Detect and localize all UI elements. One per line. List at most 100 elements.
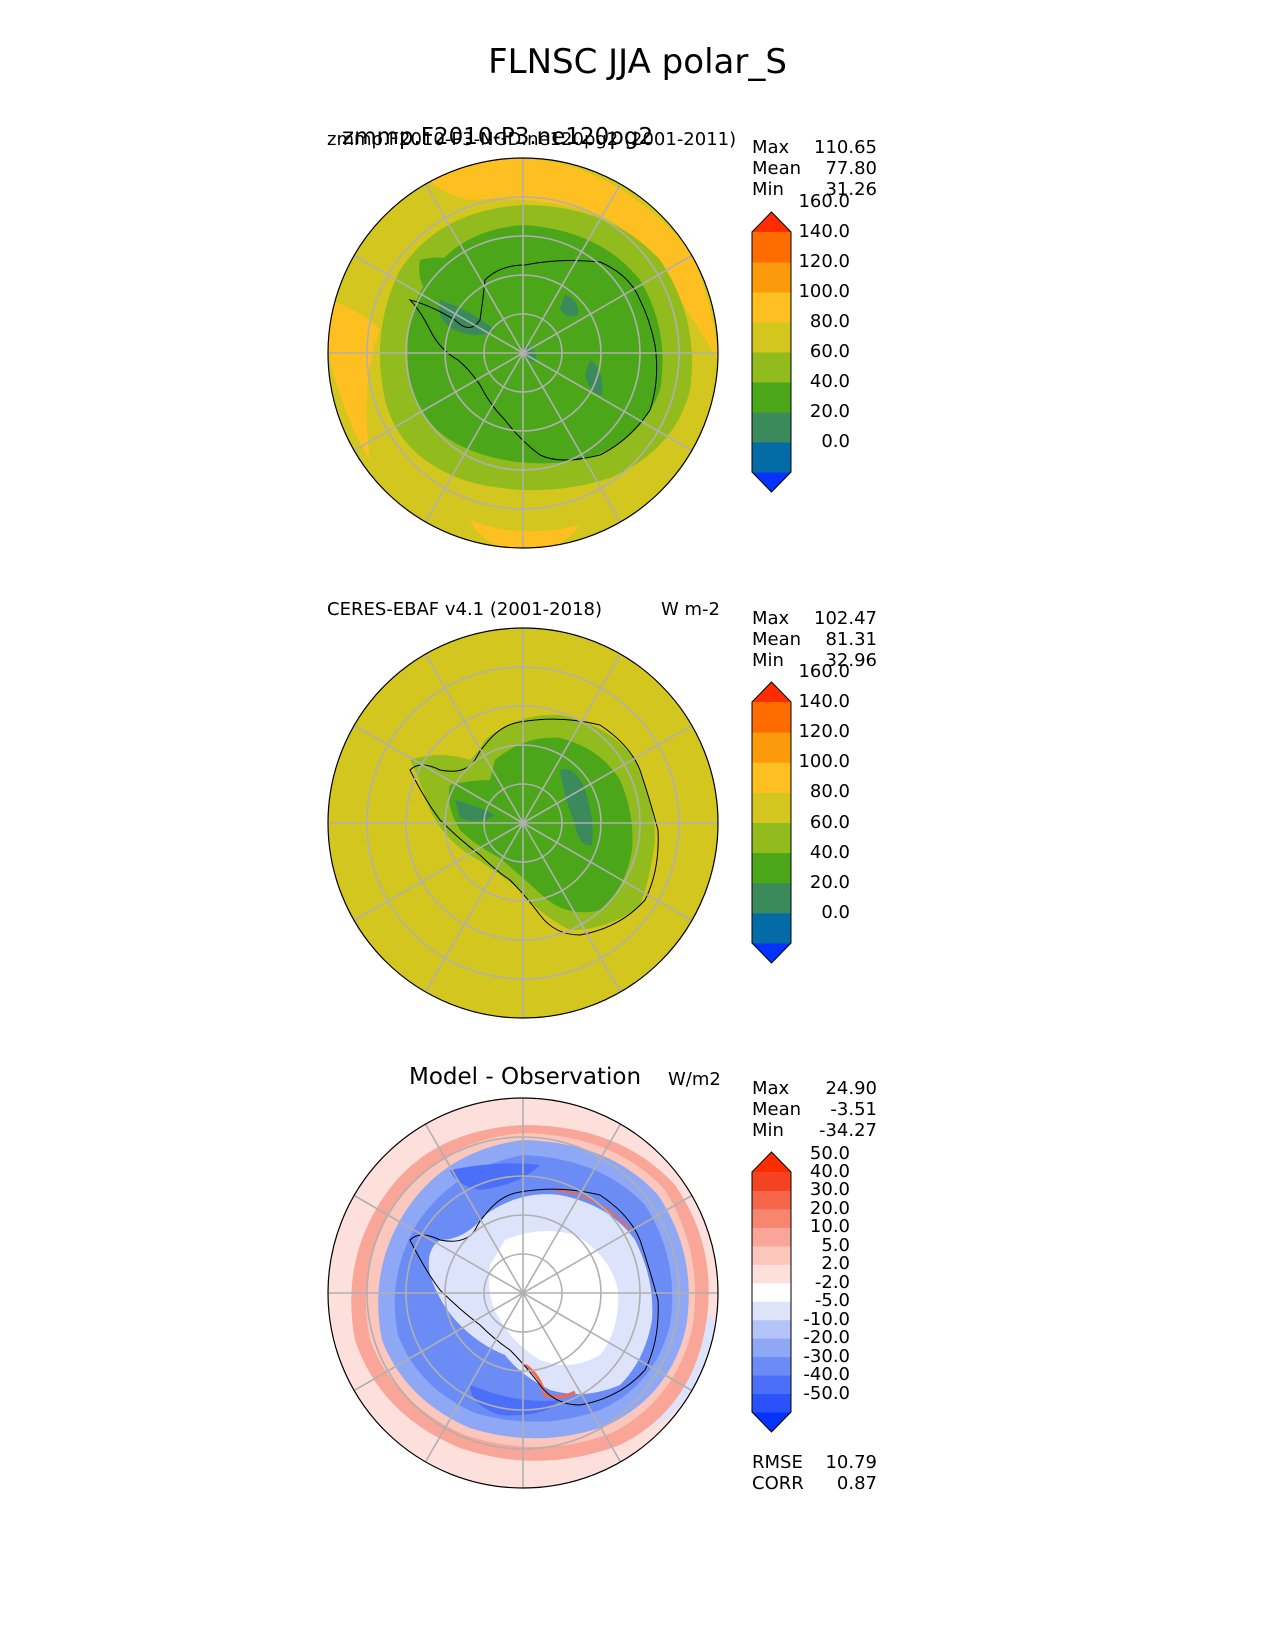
panel2-meridian-330 xyxy=(522,724,693,824)
panel1-colorbar-extend-high xyxy=(752,212,791,232)
panel2-colorbar-band-7 xyxy=(752,732,791,763)
panel3-colorbar-band-13 xyxy=(752,1172,791,1191)
panel2-left-label: CERES-EBAF v4.1 (2001-2018) xyxy=(327,599,603,620)
panel1-meridian-60 xyxy=(522,352,622,523)
panel3-colorbar-tick-label: 20.0 xyxy=(809,1197,850,1219)
panel1-colorbar-tick-label: 160.0 xyxy=(798,191,850,212)
panel3-colorbar-band-11 xyxy=(752,1208,791,1228)
panel2-colorbar-extend-low xyxy=(752,943,791,963)
panel3-colorbar-band-1 xyxy=(752,1393,791,1413)
panel1-colorbar-band-3 xyxy=(752,382,791,413)
panel1-meridian-150 xyxy=(353,352,524,452)
panel1-colorbar-band-4 xyxy=(752,352,791,383)
panel3-meridian-120 xyxy=(424,1292,524,1463)
panel1-map-outline xyxy=(327,157,719,549)
panel3-meridian-240 xyxy=(424,1123,524,1294)
panel2-unit: W m-2 xyxy=(661,599,721,620)
panel2-colorbar-outline xyxy=(751,681,792,964)
panel2-colorbar-tick-label: 100.0 xyxy=(798,751,850,773)
panel2-colorbar-band-2 xyxy=(752,882,791,914)
panel2-colorbar-band-8 xyxy=(752,702,791,733)
panel2-colorbar-band-3 xyxy=(752,852,791,884)
panel3-colorbar-band-5 xyxy=(752,1319,791,1339)
panel2-colorbar-tick-label: 0.0 xyxy=(821,901,850,923)
panel1-colorbar-extend-low xyxy=(752,472,791,492)
panel3-map-outline xyxy=(327,1097,719,1489)
panel1-meridian-30 xyxy=(522,352,693,452)
panel3-colorbar-tick-label: 50.0 xyxy=(809,1142,850,1164)
panel3-colorbar-tick-label: -10.0 xyxy=(803,1308,850,1330)
panel2-meridian-30 xyxy=(522,822,693,922)
panel3-meridian-210 xyxy=(353,1194,524,1294)
panel3-colorbar-tick-label: 5.0 xyxy=(821,1234,850,1256)
panel1-colorbar-tick-label: 0.0 xyxy=(821,431,850,452)
panel2-map-outline xyxy=(327,627,719,1019)
panel3-colorbar-band-8 xyxy=(752,1264,791,1284)
panel2-colorbar-band-4 xyxy=(752,822,791,854)
panel1-colorbar-band-1 xyxy=(752,442,791,473)
panel1-colorbar-band-5 xyxy=(752,322,791,353)
panel3-colorbar-tick-label: -2.0 xyxy=(814,1271,850,1293)
panel3-colorbar-tick-label: -50.0 xyxy=(803,1382,850,1404)
panel1-colorbar-tick-label: 40.0 xyxy=(809,371,850,392)
panel1-colorbar-band-8 xyxy=(752,232,791,263)
panel2-colorbar-tick-label: 40.0 xyxy=(809,841,850,863)
panel3-colorbar-tick-label: -30.0 xyxy=(803,1345,850,1367)
panel3-colorbar-tick-label: 30.0 xyxy=(809,1179,850,1201)
panel3-unit: W/m2 xyxy=(668,1069,721,1090)
panel1-meridian-120 xyxy=(424,352,524,523)
panel2-meridian-300 xyxy=(522,653,622,824)
panel1-colorbar-tick-label: 60.0 xyxy=(809,341,850,362)
panel2-colorbar-band-5 xyxy=(752,792,791,823)
panel3-colorbar-band-4 xyxy=(752,1338,791,1358)
panel3-colorbar-tick-label: -40.0 xyxy=(803,1364,850,1386)
panel3-colorbar-tick-label: 10.0 xyxy=(809,1216,850,1238)
panel1-meridian-300 xyxy=(522,183,622,354)
panel3-colorbar-band-9 xyxy=(752,1245,791,1265)
panel3-colorbar-band-3 xyxy=(752,1356,791,1376)
panel2-meridian-240 xyxy=(424,653,524,824)
panel3-colorbar-band-10 xyxy=(752,1227,791,1247)
panel1-meridian-240 xyxy=(424,183,524,354)
panel3-meridian-300 xyxy=(522,1123,622,1294)
panel3-colorbar-tick-label: 40.0 xyxy=(809,1161,850,1182)
panel1-colorbar-outline xyxy=(751,211,792,493)
panel3-meridian-60 xyxy=(522,1292,622,1463)
panel1-left-label: zmmp.F2010-P3-NGD.ne120pg2 (2001-2011) xyxy=(327,129,737,150)
panel2-colorbar-band-6 xyxy=(752,762,791,793)
panel3-colorbar-band-12 xyxy=(752,1190,791,1210)
panel2-meridian-150 xyxy=(353,822,524,922)
panel2-meridian-120 xyxy=(424,822,524,993)
panel1-meridian-210 xyxy=(353,254,524,354)
panel2-colorbar-tick-label: 160.0 xyxy=(798,660,850,682)
panel3-colorbar-band-7 xyxy=(752,1282,791,1302)
panel3-meridian-30 xyxy=(522,1292,693,1392)
panel3-meridian-330 xyxy=(522,1194,693,1294)
panel2-colorbar-tick-label: 140.0 xyxy=(798,691,850,712)
panel1-colorbar-tick-label: 140.0 xyxy=(798,221,850,242)
panel3-colorbar-tick-label: 2.0 xyxy=(821,1253,850,1275)
graticule xyxy=(327,157,719,1489)
panel2-colorbar-extend-high xyxy=(752,682,791,702)
panel1-colorbar-band-7 xyxy=(752,262,791,293)
panel1-colorbar-tick-label: 80.0 xyxy=(809,311,850,332)
panel1-colorbar-tick-label: 100.0 xyxy=(798,281,850,302)
panel1-meridian-330 xyxy=(522,254,693,354)
panel2-meridian-60 xyxy=(522,822,622,993)
panel2-meridian-210 xyxy=(353,724,524,824)
panel2-colorbar-tick-label: 120.0 xyxy=(798,721,850,743)
panel2-colorbar-band-1 xyxy=(752,912,791,944)
panel1-colorbar-band-2 xyxy=(752,412,791,443)
panel2-colorbar-tick-label: 60.0 xyxy=(809,811,850,833)
panel3-colorbar-band-2 xyxy=(752,1375,791,1395)
panel3-meridian-150 xyxy=(353,1292,524,1392)
panel1-left-label-overlay: zmmp.F2010-P3.ne120pg2 xyxy=(342,124,654,150)
panel3-colorbar-outline xyxy=(751,1151,792,1433)
panel3-colorbar-extend-high xyxy=(752,1152,791,1172)
panel1-colorbar-tick-label: 120.0 xyxy=(798,251,850,272)
panel3-colorbar-tick-label: -5.0 xyxy=(814,1290,850,1312)
panel1-colorbar-tick-label: 20.0 xyxy=(809,401,850,422)
colorbars xyxy=(751,211,792,1433)
panel2-colorbar-tick-label: 20.0 xyxy=(809,871,850,893)
